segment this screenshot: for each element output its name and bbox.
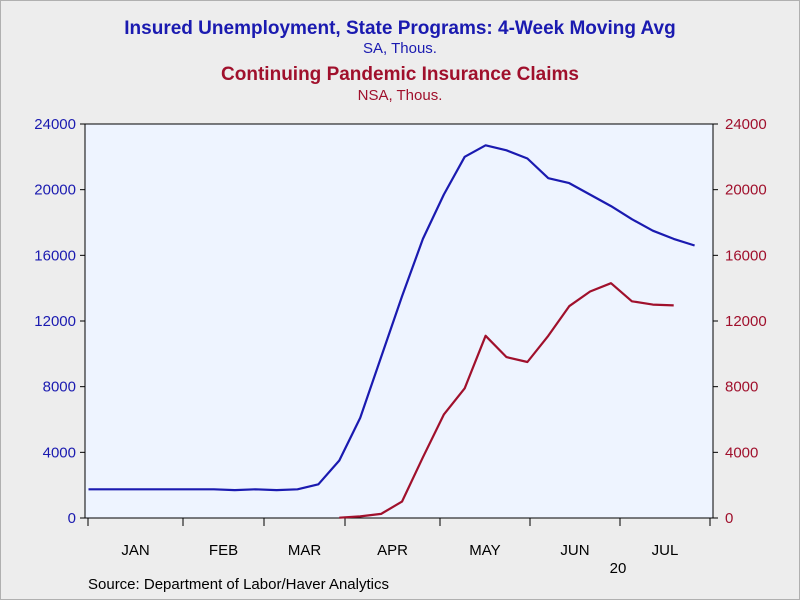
x-tick-label: MAY [469,542,500,559]
plot-area [84,123,714,519]
x-tick-label: JUN [560,542,589,559]
x-tick-label: JUL [652,542,679,559]
y-right-tick-label: 24000 [725,116,767,133]
y-right-tick-label: 8000 [725,379,758,396]
y-right-tick-label: 12000 [725,313,767,330]
y-left-tick-label: 12000 [34,313,76,330]
x-tick-label: MAR [288,542,322,559]
y-right-tick-label: 0 [725,510,733,527]
chart-subtitle-secondary: NSA, Thous. [357,87,443,104]
y-left-tick-label: 0 [68,510,76,527]
chart-title: Insured Unemployment, State Programs: 4-… [124,18,676,39]
series-line-pandemic-claims [339,282,674,519]
y-left-tick-label: 8000 [43,379,76,396]
x-year-label: 20 [610,560,627,577]
chart-subtitle: SA, Thous. [363,40,437,57]
x-tick-label: APR [377,542,408,559]
source-note: Source: Department of Labor/Haver Analyt… [88,576,389,593]
x-tick-label: FEB [209,542,238,559]
y-right-tick-label: 16000 [725,247,767,264]
y-right-tick-label: 4000 [725,444,758,461]
y-left-tick-label: 4000 [43,444,76,461]
y-left-tick-label: 20000 [34,182,76,199]
y-left-tick-label: 16000 [34,247,76,264]
series-line-insured-unemployment [88,144,695,492]
y-right-tick-label: 20000 [725,182,767,199]
x-tick-label: JAN [121,542,149,559]
chart-title-secondary: Continuing Pandemic Insurance Claims [221,64,579,85]
y-left-tick-label: 24000 [34,116,76,133]
